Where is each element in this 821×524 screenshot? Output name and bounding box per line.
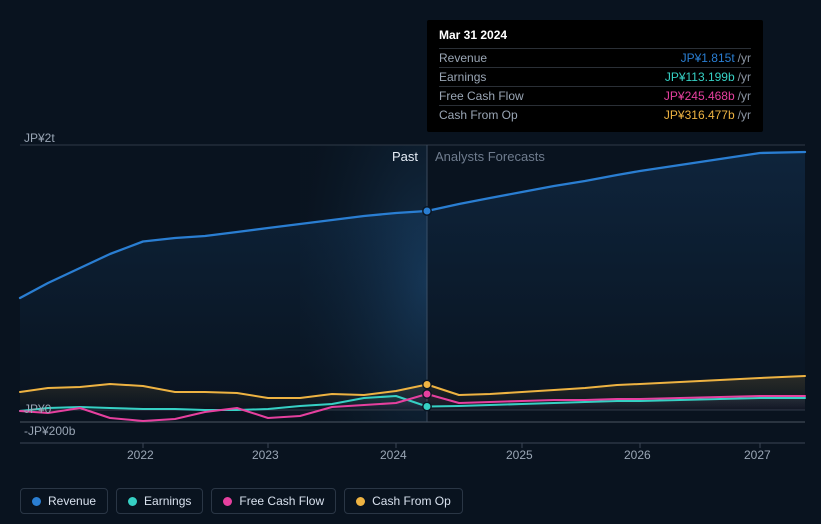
legend-swatch bbox=[128, 497, 137, 506]
x-axis-tick: 2027 bbox=[744, 448, 771, 462]
legend-item-cash-from-op[interactable]: Cash From Op bbox=[344, 488, 463, 514]
legend-label: Free Cash Flow bbox=[239, 494, 324, 508]
tooltip-row: Free Cash Flow JP¥245.468b/yr bbox=[439, 86, 751, 105]
legend-label: Earnings bbox=[144, 494, 191, 508]
legend-swatch bbox=[32, 497, 41, 506]
financial-chart: Mar 31 2024 Revenue JP¥1.815t/yr Earnings J… bbox=[0, 0, 821, 524]
tooltip-metric-value: JP¥316.477b bbox=[664, 108, 735, 122]
tooltip-metric-label: Revenue bbox=[439, 51, 487, 65]
legend-label: Cash From Op bbox=[372, 494, 451, 508]
tooltip-metric-label: Cash From Op bbox=[439, 108, 518, 122]
legend-item-revenue[interactable]: Revenue bbox=[20, 488, 108, 514]
y-axis-label-neg: -JP¥200b bbox=[24, 424, 75, 438]
legend-swatch bbox=[223, 497, 232, 506]
tooltip-row: Cash From Op JP¥316.477b/yr bbox=[439, 105, 751, 124]
x-axis-tick: 2026 bbox=[624, 448, 651, 462]
tooltip-metric-value: JP¥1.815t bbox=[681, 51, 735, 65]
tooltip-metric-label: Free Cash Flow bbox=[439, 89, 524, 103]
tooltip-metric-value: JP¥245.468b bbox=[664, 89, 735, 103]
hover-tooltip: Mar 31 2024 Revenue JP¥1.815t/yr Earnings J… bbox=[427, 20, 763, 132]
x-axis-tick: 2024 bbox=[380, 448, 407, 462]
tooltip-metric-value-wrap: JP¥316.477b/yr bbox=[664, 108, 751, 122]
legend-swatch bbox=[356, 497, 365, 506]
section-forecast-label: Analysts Forecasts bbox=[435, 149, 545, 164]
legend-label: Revenue bbox=[48, 494, 96, 508]
legend: Revenue Earnings Free Cash Flow Cash From O… bbox=[20, 488, 463, 514]
x-axis-tick: 2022 bbox=[127, 448, 154, 462]
x-axis-tick: 2023 bbox=[252, 448, 279, 462]
tooltip-metric-suffix: /yr bbox=[738, 70, 751, 84]
tooltip-metric-suffix: /yr bbox=[738, 108, 751, 122]
tooltip-metric-value: JP¥113.199b bbox=[665, 70, 735, 84]
x-axis-tick: 2025 bbox=[506, 448, 533, 462]
tooltip-metric-value-wrap: JP¥245.468b/yr bbox=[664, 89, 751, 103]
y-axis-label-zero: JP¥0 bbox=[24, 402, 51, 416]
tooltip-metric-label: Earnings bbox=[439, 70, 486, 84]
legend-item-earnings[interactable]: Earnings bbox=[116, 488, 203, 514]
tooltip-metric-value-wrap: JP¥113.199b/yr bbox=[665, 70, 751, 84]
y-axis-label-top: JP¥2t bbox=[24, 131, 55, 145]
tooltip-row: Revenue JP¥1.815t/yr bbox=[439, 48, 751, 67]
tooltip-metric-suffix: /yr bbox=[738, 51, 751, 65]
tooltip-row: Earnings JP¥113.199b/yr bbox=[439, 67, 751, 86]
legend-item-free-cash-flow[interactable]: Free Cash Flow bbox=[211, 488, 336, 514]
section-past-label: Past bbox=[392, 149, 418, 164]
tooltip-metric-value-wrap: JP¥1.815t/yr bbox=[681, 51, 751, 65]
tooltip-metric-suffix: /yr bbox=[738, 89, 751, 103]
tooltip-date: Mar 31 2024 bbox=[439, 28, 751, 48]
